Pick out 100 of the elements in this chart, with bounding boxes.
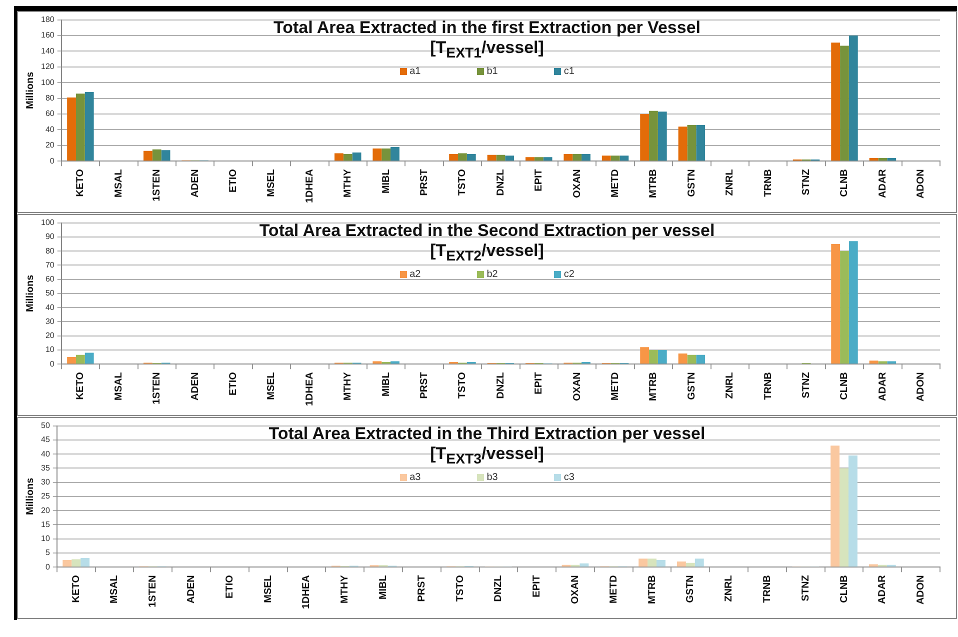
x-tick-label: GSTN — [685, 575, 696, 603]
y-tick-label: 120 — [40, 62, 55, 72]
bar — [831, 42, 840, 161]
x-tick-label: ADON — [916, 169, 927, 199]
bar — [840, 46, 849, 161]
bar — [848, 36, 858, 161]
bar — [648, 558, 657, 567]
x-tick-label: 1DHEA — [304, 372, 316, 406]
bar — [869, 158, 878, 161]
x-tick-label: PRST — [419, 169, 430, 196]
bar — [869, 360, 878, 364]
bar — [487, 154, 496, 161]
bar — [678, 126, 688, 161]
x-tick-label: MTRB — [648, 169, 660, 198]
y-tick-label: 30 — [40, 478, 50, 487]
bar — [610, 156, 620, 161]
bar — [152, 149, 162, 161]
x-tick-label: EPIT — [534, 372, 545, 394]
bar — [352, 152, 362, 161]
x-tick-label: 1STEN — [148, 575, 159, 608]
bar — [390, 146, 400, 161]
bar — [840, 468, 848, 567]
x-tick-label: MSAL — [109, 575, 120, 604]
bar — [534, 157, 544, 161]
y-tick-label: 0 — [50, 156, 55, 166]
x-tick-label: OXAN — [572, 372, 583, 402]
y-tick-label: 35 — [40, 463, 50, 472]
bar — [372, 148, 382, 161]
y-axis-title: Millions — [24, 274, 36, 312]
x-tick-label: ADAR — [877, 371, 888, 401]
x-tick-label: GSTN — [686, 372, 698, 400]
x-tick-label: DNZL — [493, 575, 504, 602]
x-tick-label: MSEL — [266, 372, 278, 400]
bar — [67, 357, 76, 364]
bar — [143, 150, 152, 161]
x-tick-label: CLNB — [839, 372, 850, 400]
bar — [687, 124, 696, 161]
y-tick-label: 10 — [45, 345, 55, 354]
y-tick-label: 160 — [40, 30, 55, 40]
legend-label: c3 — [562, 472, 574, 484]
x-tick-label: ADAR — [877, 168, 888, 198]
bar — [658, 112, 667, 161]
x-tick-label: EPIT — [534, 169, 545, 192]
x-tick-label: ZNRL — [724, 575, 735, 602]
x-tick-label: 1DHEA — [304, 169, 316, 204]
x-tick-label: TRNB — [762, 169, 774, 197]
x-tick-label: METD — [608, 575, 620, 604]
bar — [62, 560, 72, 567]
bar — [496, 154, 506, 161]
y-tick-label: 0 — [45, 562, 50, 572]
bar — [687, 354, 696, 364]
x-tick-label: PRST — [416, 575, 428, 602]
x-tick-label: ZNRL — [724, 372, 736, 399]
bar — [686, 562, 695, 567]
y-tick-label: 45 — [40, 435, 50, 444]
x-tick-label: STNZ — [801, 169, 812, 196]
bar — [161, 150, 170, 161]
legend-label: b3 — [486, 472, 498, 484]
x-tick-label: METD — [610, 169, 622, 198]
x-tick-label: MSAL — [113, 372, 124, 400]
y-tick-label: 30 — [45, 316, 55, 326]
x-tick-label: 1STEN — [152, 372, 163, 404]
bar — [580, 563, 589, 567]
y-tick-label: 90 — [45, 232, 55, 242]
x-tick-label: KETO — [75, 372, 86, 400]
bar — [84, 92, 94, 161]
x-tick-label: METD — [610, 372, 622, 400]
bar — [878, 158, 888, 161]
y-tick-label: 40 — [40, 449, 50, 458]
x-tick-label: STNZ — [801, 372, 812, 398]
bar — [649, 350, 658, 364]
y-tick-label: 40 — [45, 302, 55, 312]
x-tick-label: CLNB — [838, 575, 850, 603]
y-tick-label: 0 — [50, 359, 55, 368]
bar — [334, 153, 344, 161]
bar — [602, 156, 611, 161]
y-tick-label: 100 — [40, 218, 55, 228]
x-tick-label: TSTO — [454, 574, 466, 602]
bar — [76, 94, 85, 161]
legend-label: b2 — [486, 269, 498, 280]
bar — [887, 158, 896, 161]
text: [T$_{EXT1}$/vessel] — [430, 38, 544, 62]
bar — [620, 156, 629, 161]
bar — [76, 354, 85, 364]
x-tick-label: ADAR — [877, 574, 888, 604]
x-tick-label: ADEN — [186, 575, 198, 604]
bar — [658, 350, 667, 364]
bar — [830, 446, 840, 567]
legend-label: c1 — [562, 66, 574, 78]
bar — [382, 148, 391, 161]
y-tick-label: 10 — [40, 534, 50, 544]
bar — [466, 154, 476, 161]
bar — [564, 154, 573, 161]
bar — [458, 153, 467, 161]
bar — [848, 455, 858, 567]
x-tick-label: ADON — [916, 575, 927, 605]
y-tick-label: 140 — [40, 46, 55, 56]
y-tick-label: 20 — [40, 506, 50, 515]
x-tick-label: CLNB — [839, 169, 850, 197]
bar — [676, 561, 686, 567]
